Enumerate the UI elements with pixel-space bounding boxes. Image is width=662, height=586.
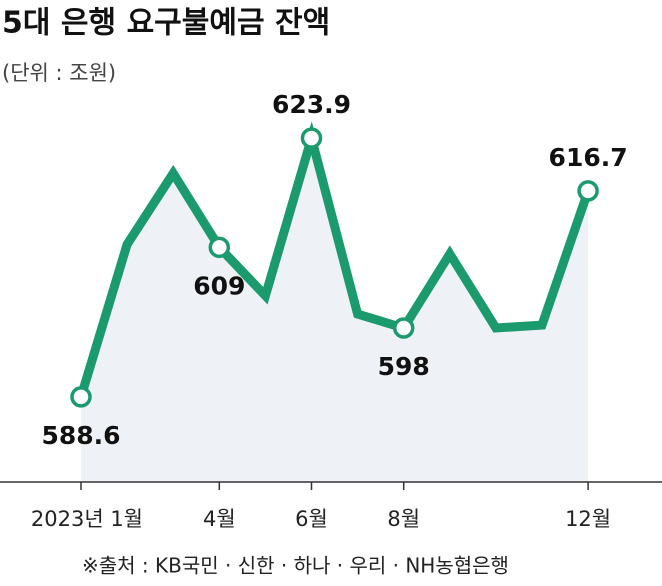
x-tick-label: 8월	[387, 507, 420, 531]
value-label: 609	[193, 271, 245, 300]
x-tick-label: 4월	[203, 507, 236, 531]
marker	[300, 127, 323, 149]
marker	[70, 386, 92, 408]
subtitle: (단위 : 조원)	[2, 61, 116, 85]
marker	[392, 317, 415, 339]
line	[76, 121, 593, 402]
source: ※출처 : KB국민 · 신한 · 하나 · 우리 · NH농협은행	[82, 554, 509, 578]
x-tick-label: 2023년 1월	[31, 507, 143, 531]
chart-title: 5대 은행 요구불예금 잔액	[2, 6, 330, 41]
marker	[208, 236, 231, 259]
marker	[577, 180, 599, 202]
value-label: 588.6	[41, 421, 120, 450]
x-tick-label: 12월	[565, 507, 611, 531]
value-label: 616.7	[549, 143, 628, 172]
area	[81, 138, 589, 483]
value-label: 598	[378, 352, 430, 381]
x-tick-label: 6월	[295, 507, 328, 531]
value-label: 623.9	[272, 90, 351, 119]
